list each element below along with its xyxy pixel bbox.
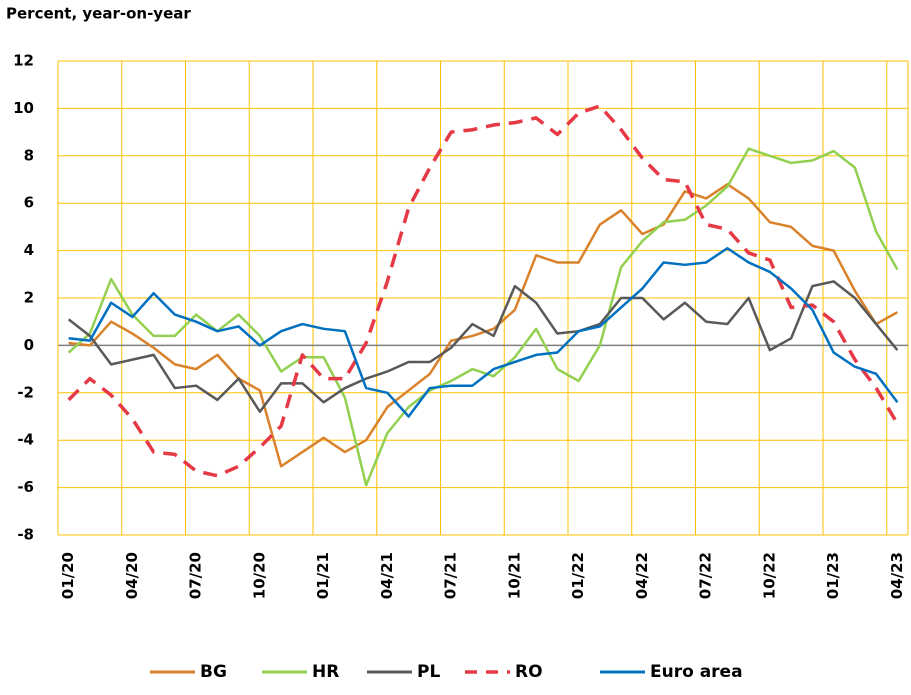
- x-tick-label: 07/22: [697, 552, 715, 599]
- y-tick-label: -2: [17, 383, 34, 401]
- x-tick-label: 01/22: [569, 552, 587, 599]
- series-line: [67, 280, 899, 414]
- legend-label: HR: [312, 662, 339, 682]
- x-tick-label: 04/22: [633, 552, 651, 599]
- x-tick-label: 10/21: [505, 552, 523, 599]
- x-tick-label: 04/21: [378, 552, 396, 599]
- x-tick-label: 10/20: [250, 552, 268, 599]
- legend-label: RO: [515, 662, 543, 682]
- chart-title: Percent, year-on-year: [6, 5, 191, 23]
- y-tick-label: 4: [24, 241, 34, 259]
- x-tick-label: 01/23: [824, 552, 842, 599]
- y-tick-label: -4: [17, 431, 34, 449]
- x-tick-label: 07/21: [442, 552, 460, 599]
- x-tick-label: 04/23: [888, 552, 906, 599]
- y-tick-label: 8: [24, 146, 34, 164]
- legend-label: BG: [200, 662, 227, 682]
- x-tick-label: 07/20: [187, 552, 205, 599]
- y-tick-label: -6: [17, 478, 34, 496]
- y-tick-label: 0: [24, 336, 34, 354]
- series-line: [67, 147, 899, 487]
- x-tick-label: 01/21: [314, 552, 332, 599]
- legend-label: PL: [417, 662, 440, 682]
- series-line: [68, 246, 899, 418]
- series-line: [67, 104, 899, 478]
- legend-label: Euro area: [650, 662, 743, 682]
- x-tick-label: 10/22: [760, 552, 778, 599]
- x-tick-label: 04/20: [123, 552, 141, 599]
- y-tick-label: 10: [13, 99, 34, 117]
- x-tick-label: 01/20: [59, 552, 77, 599]
- series-line: [68, 182, 898, 468]
- y-tick-label: 12: [13, 52, 34, 70]
- y-tick-label: 6: [24, 194, 34, 212]
- y-tick-label: 2: [24, 289, 34, 307]
- y-tick-label: -8: [17, 526, 34, 544]
